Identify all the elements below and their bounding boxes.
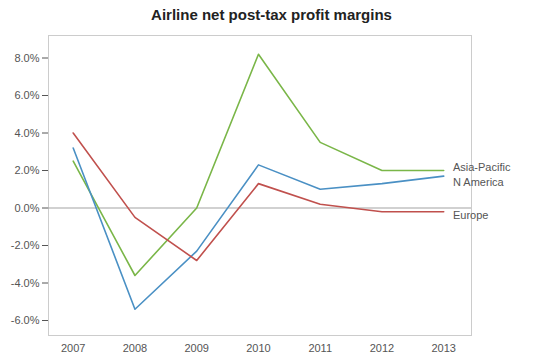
svg-text:2013: 2013 [431,342,455,354]
svg-text:Asia-Pacific: Asia-Pacific [453,161,511,173]
svg-text:4.0%: 4.0% [14,127,39,139]
svg-text:Europe: Europe [453,209,488,221]
svg-text:2008: 2008 [123,342,147,354]
svg-text:2010: 2010 [246,342,270,354]
svg-text:2012: 2012 [370,342,394,354]
svg-text:0.0%: 0.0% [14,202,39,214]
svg-text:2009: 2009 [184,342,208,354]
svg-text:6.0%: 6.0% [14,89,39,101]
html-text:Airline net post-tax profit ma: Airline net post-tax profit margins [151,6,392,23]
svg-text:8.0%: 8.0% [14,52,39,64]
svg-text:2011: 2011 [308,342,332,354]
svg-text:2.0%: 2.0% [14,164,39,176]
svg-text:-2.0%: -2.0% [11,239,40,251]
svg-text:2007: 2007 [61,342,85,354]
svg-text:N America: N America [453,176,505,188]
svg-text:-4.0%: -4.0% [11,277,40,289]
svg-text:-6.0%: -6.0% [11,314,40,326]
